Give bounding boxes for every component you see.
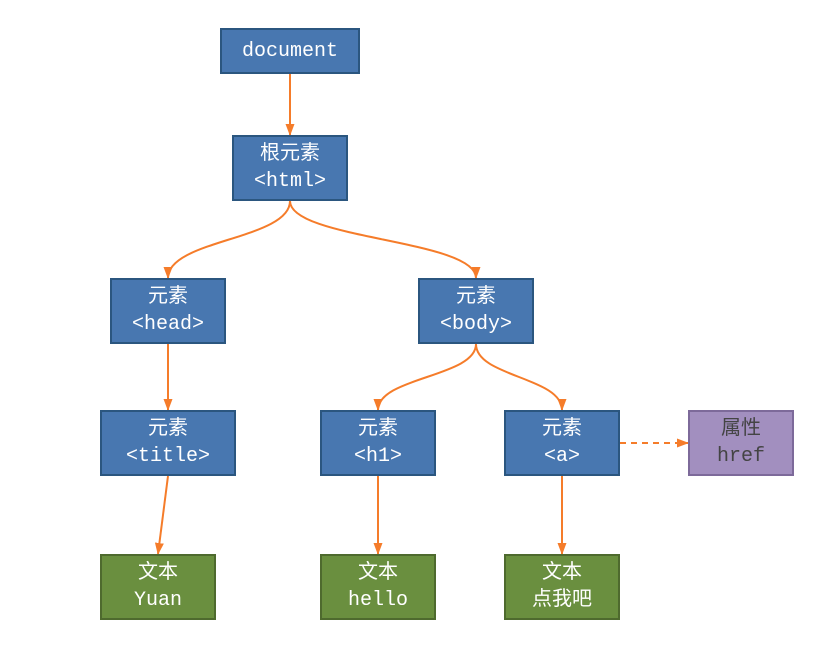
node-h1-line2: <h1> <box>354 443 402 470</box>
node-text-click: 文本 点我吧 <box>504 554 620 620</box>
node-h1: 元素 <h1> <box>320 410 436 476</box>
node-document-line1: document <box>242 38 338 65</box>
node-h1-line1: 元素 <box>358 416 398 443</box>
node-html: 根元素 <html> <box>232 135 348 201</box>
node-head-line1: 元素 <box>148 284 188 311</box>
node-html-line2: <html> <box>254 168 326 195</box>
node-text-yuan-line2: Yuan <box>134 587 182 614</box>
node-text-hello-line2: hello <box>348 587 408 614</box>
node-text-yuan-line1: 文本 <box>138 560 178 587</box>
node-head: 元素 <head> <box>110 278 226 344</box>
node-href-line2: href <box>717 443 765 470</box>
node-title-line2: <title> <box>126 443 210 470</box>
node-a-line1: 元素 <box>542 416 582 443</box>
node-html-line1: 根元素 <box>260 141 320 168</box>
node-title-line1: 元素 <box>148 416 188 443</box>
node-text-hello: 文本 hello <box>320 554 436 620</box>
node-text-click-line2: 点我吧 <box>532 587 592 614</box>
node-head-line2: <head> <box>132 311 204 338</box>
node-body: 元素 <body> <box>418 278 534 344</box>
node-text-yuan: 文本 Yuan <box>100 554 216 620</box>
node-text-hello-line1: 文本 <box>358 560 398 587</box>
node-document: document <box>220 28 360 74</box>
node-a-line2: <a> <box>544 443 580 470</box>
node-body-line2: <body> <box>440 311 512 338</box>
node-title: 元素 <title> <box>100 410 236 476</box>
node-text-click-line1: 文本 <box>542 560 582 587</box>
node-href: 属性 href <box>688 410 794 476</box>
node-a: 元素 <a> <box>504 410 620 476</box>
dom-tree-diagram: document 根元素 <html> 元素 <head> 元素 <body> … <box>0 0 840 668</box>
node-body-line1: 元素 <box>456 284 496 311</box>
node-href-line1: 属性 <box>721 416 761 443</box>
